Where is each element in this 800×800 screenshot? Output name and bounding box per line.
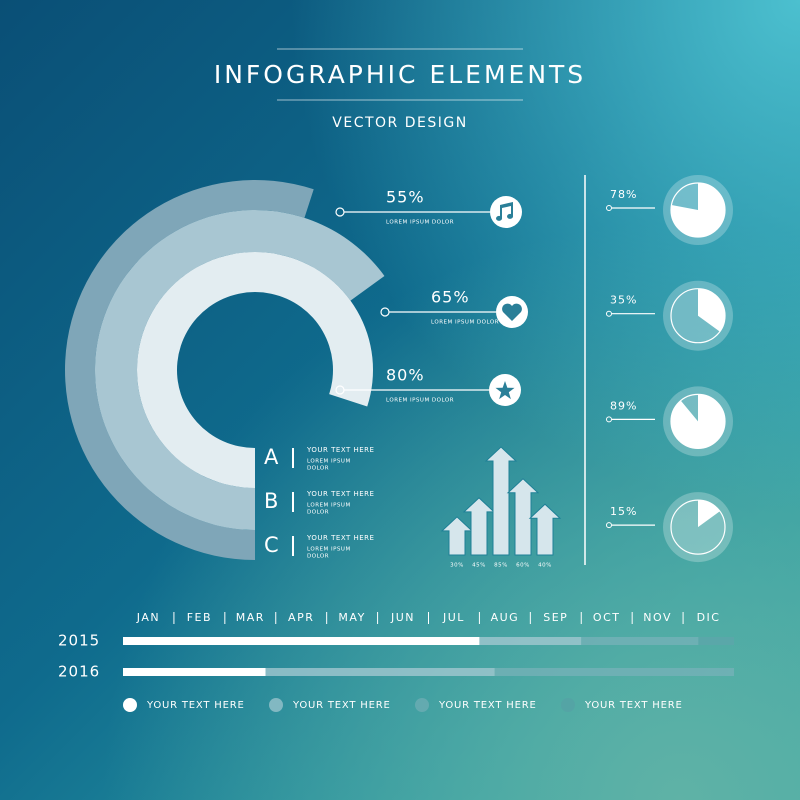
- month-label: DIC: [697, 611, 721, 624]
- arrow: [506, 478, 540, 556]
- month-label: FEB: [187, 611, 212, 624]
- month-label: MAR: [236, 611, 265, 624]
- list-line: DOLOR: [307, 466, 329, 472]
- subtitle: VECTOR DESIGN: [332, 115, 467, 131]
- list-line: DOLOR: [307, 554, 329, 560]
- list-line: LOREM IPSUM: [307, 547, 351, 553]
- ring-arc: [137, 252, 373, 488]
- list-title: YOUR TEXT HERE: [306, 490, 374, 498]
- legend-label: YOUR TEXT HERE: [292, 700, 391, 711]
- ring-label: 65%: [431, 288, 470, 307]
- ring-caption: LOREM IPSUM DOLOR: [431, 320, 499, 326]
- arrow-label: 60%: [516, 563, 530, 569]
- list-letter: C: [264, 533, 279, 557]
- list-line: LOREM IPSUM: [307, 459, 351, 465]
- legend-label: YOUR TEXT HERE: [438, 700, 537, 711]
- pie-dot: [606, 205, 612, 211]
- pie-label: 89%: [610, 399, 637, 412]
- arrow: [462, 497, 496, 556]
- pie-label: 35%: [610, 294, 637, 307]
- year-label: 2015: [58, 632, 100, 650]
- pie-label: 15%: [610, 505, 637, 518]
- pie-slice: [671, 183, 725, 238]
- bar-segment: [123, 668, 266, 676]
- list-line: LOREM IPSUM: [307, 503, 351, 509]
- icon-badge: [490, 196, 522, 228]
- month-label: JUL: [442, 611, 465, 624]
- year-label: 2016: [58, 663, 100, 681]
- month-label: APR: [288, 611, 314, 624]
- legend-label: YOUR TEXT HERE: [584, 700, 683, 711]
- pie-dot: [606, 416, 612, 423]
- pie-slice: [671, 394, 725, 449]
- arrow-label: 40%: [538, 563, 552, 569]
- bar-segment: [265, 668, 495, 676]
- music-icon: [496, 202, 514, 221]
- pie-slice: [698, 288, 725, 332]
- ring-caption: LOREM IPSUM DOLOR: [386, 398, 454, 404]
- heart-icon: [502, 303, 522, 321]
- ring-arc: [94, 210, 385, 531]
- ring-label: 80%: [386, 366, 425, 385]
- ring-label: 55%: [386, 188, 425, 207]
- legend-swatch: [561, 698, 575, 712]
- month-label: NOV: [643, 611, 672, 624]
- arrow: [528, 503, 562, 556]
- callout-dot: [380, 307, 390, 317]
- pie-dot: [606, 310, 612, 317]
- month-label: JUN: [390, 611, 415, 624]
- pie-slice: [698, 500, 720, 528]
- list-letter: A: [264, 445, 279, 469]
- arrow-label: 85%: [494, 563, 508, 569]
- legend-swatch: [123, 698, 137, 712]
- month-label: MAY: [338, 611, 365, 624]
- arrow-label: 30%: [450, 563, 464, 569]
- month-label: SEP: [543, 611, 568, 624]
- bar-segment: [123, 637, 480, 645]
- bar-segment: [479, 637, 582, 645]
- list-letter: B: [264, 489, 278, 513]
- bar-segment: [494, 668, 734, 676]
- legend-swatch: [269, 698, 283, 712]
- month-label: OCT: [593, 611, 621, 624]
- pie-dot: [606, 522, 612, 529]
- list-line: DOLOR: [307, 510, 329, 516]
- legend-swatch: [415, 698, 429, 712]
- arrow-label: 45%: [472, 563, 486, 569]
- pie-label: 78%: [610, 188, 637, 201]
- ring-caption: LOREM IPSUM DOLOR: [386, 220, 454, 226]
- bar-segment: [581, 637, 699, 645]
- star-icon: [495, 381, 515, 400]
- month-label: JAN: [136, 611, 160, 624]
- legend-label: YOUR TEXT HERE: [146, 700, 245, 711]
- title: INFOGRAPHIC ELEMENTS: [214, 60, 586, 89]
- arrow: [484, 446, 518, 556]
- list-title: YOUR TEXT HERE: [306, 534, 374, 542]
- list-title: YOUR TEXT HERE: [306, 446, 374, 454]
- arrow: [440, 516, 474, 556]
- callout-dot: [335, 207, 345, 217]
- bar-segment: [698, 637, 734, 645]
- month-label: AUG: [491, 611, 520, 624]
